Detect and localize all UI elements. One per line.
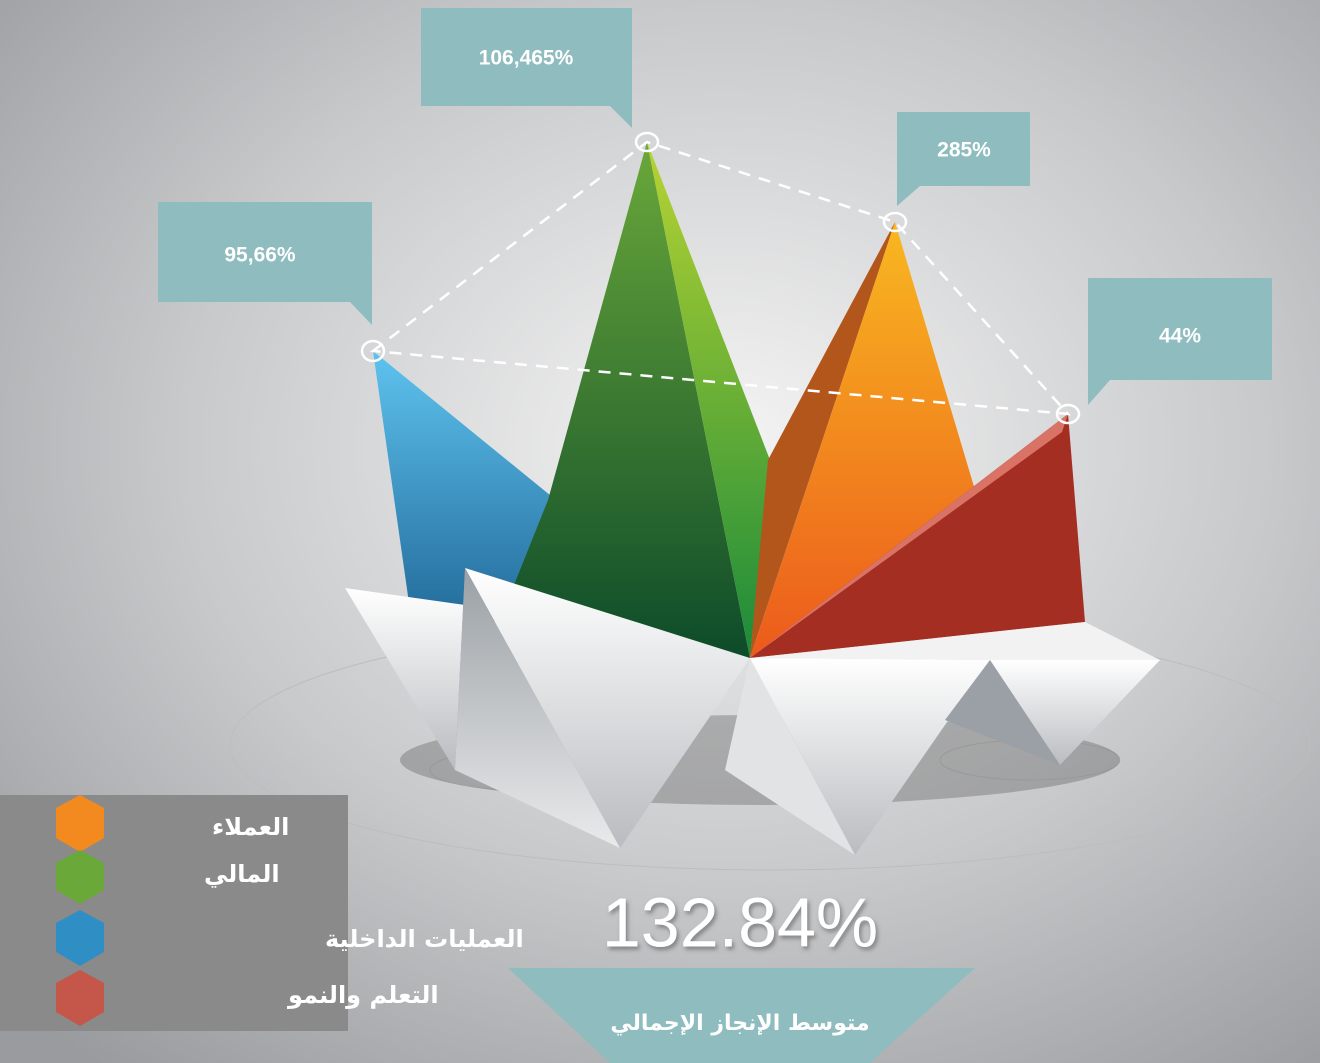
callout-label: 44%	[1159, 325, 1201, 348]
summary-label: متوسط الإنجاز الإجمالي	[610, 1011, 869, 1036]
callout-label: 95,66%	[224, 244, 296, 267]
legend-label: العملاء	[212, 813, 289, 841]
legend-label: العمليات الداخلية	[325, 925, 524, 953]
callout-label: 106,465%	[479, 47, 574, 70]
summary-value: 132.84%	[602, 883, 878, 961]
infographic: 95,66% 106,465% 285% 44% العملاء المالي …	[0, 0, 1320, 1063]
legend-label: التعلم والنمو	[287, 981, 439, 1009]
callout-label: 285%	[937, 139, 991, 162]
legend-label: المالي	[204, 860, 280, 888]
page: 95,66% 106,465% 285% 44% العملاء المالي …	[0, 0, 1320, 1063]
